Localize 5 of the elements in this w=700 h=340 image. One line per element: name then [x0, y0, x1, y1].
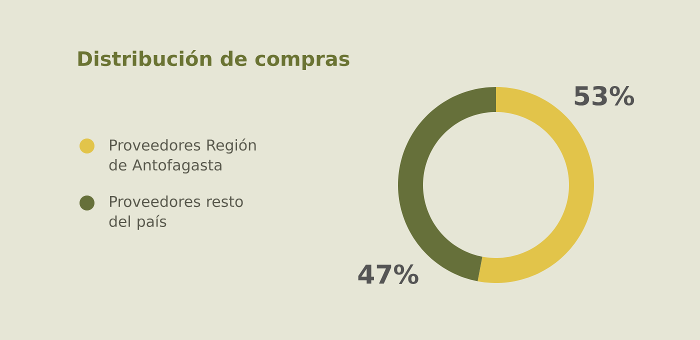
data-label: 53% — [574, 86, 634, 106]
legend-label: Proveedores resto del país — [109, 196, 243, 230]
legend-label: Proveedores Región de Antofagasta — [109, 138, 256, 174]
data-label: 47% — [358, 264, 418, 284]
chart-title: Distribución de compras — [78, 50, 350, 70]
